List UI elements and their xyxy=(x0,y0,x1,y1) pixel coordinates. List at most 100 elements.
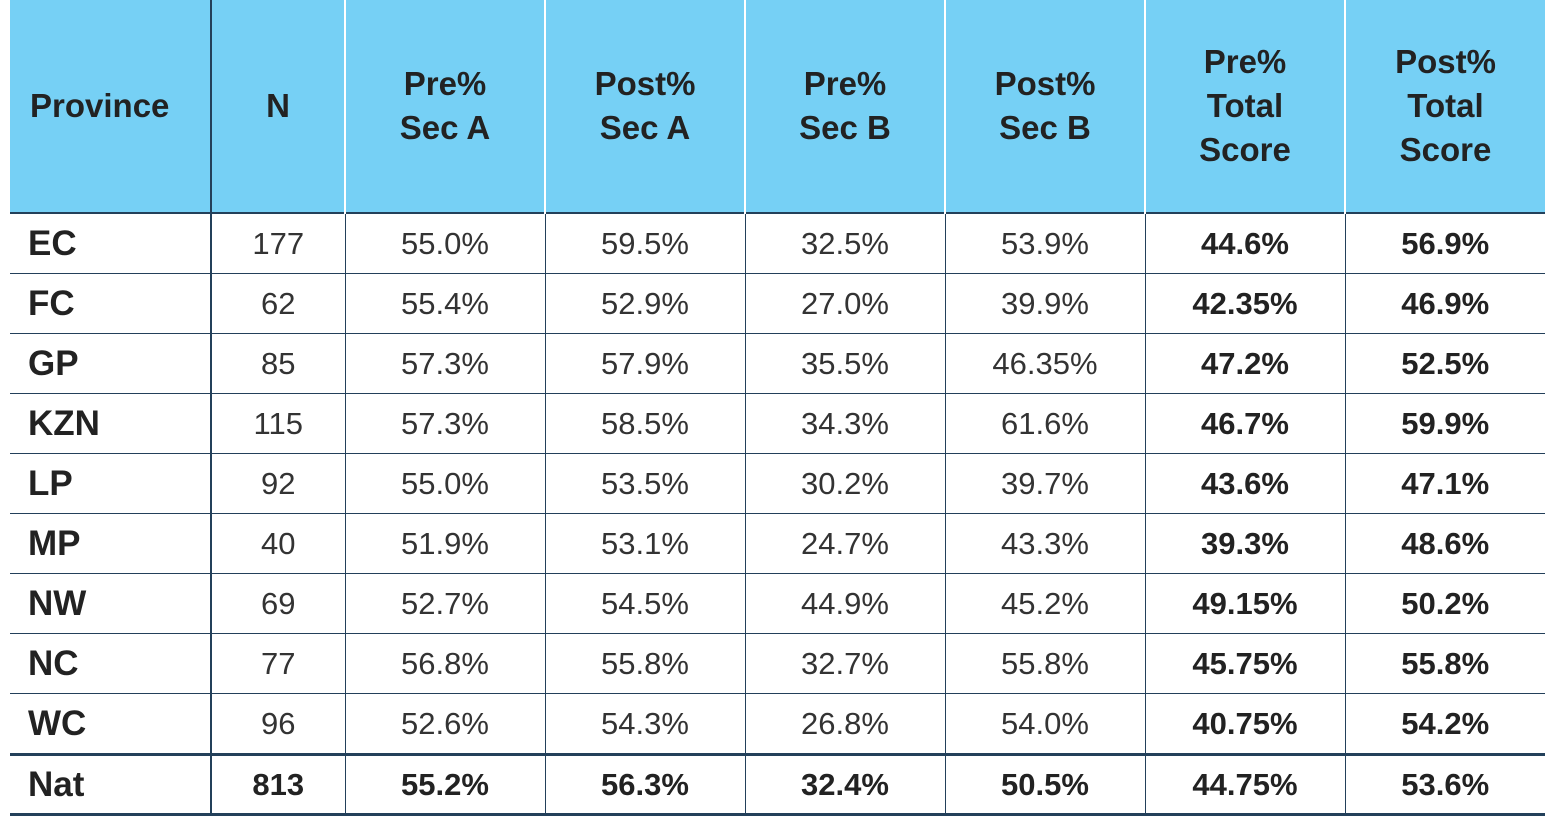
column-header-line: Pre% xyxy=(403,65,487,102)
value-cell: 24.7% xyxy=(744,513,945,574)
value-cell: 56.8% xyxy=(344,633,545,694)
value-cell: 44.6% xyxy=(1144,212,1345,274)
value-cell: 51.9% xyxy=(344,513,545,574)
value-cell: 96 xyxy=(210,693,345,755)
value-cell: 54.0% xyxy=(944,693,1145,755)
header-row: Province N Pre% Sec A Post% Sec A Pre% Sec B Pos… xyxy=(10,0,1545,213)
value-cell: 55.8% xyxy=(944,633,1145,694)
province-cell: NC xyxy=(10,633,211,694)
total-value-cell: 53.6% xyxy=(1344,753,1545,816)
value-cell: 54.2% xyxy=(1344,693,1545,755)
total-label-cell: Nat xyxy=(10,753,211,816)
table-body: EC 177 55.0% 59.5% 32.5% 53.9% 44.6% 56.9% FC 62 5… xyxy=(10,212,1545,816)
value-cell: 55.0% xyxy=(344,453,545,514)
province-cell: WC xyxy=(10,693,211,755)
column-header-province: Province xyxy=(10,0,211,213)
total-value-cell: 32.4% xyxy=(744,753,945,816)
province-scores-table: Province N Pre% Sec A Post% Sec A Pre% Sec B Pos… xyxy=(10,0,1545,816)
total-value-cell: 44.75% xyxy=(1144,753,1345,816)
column-header-post-sec-a: Post% Sec A xyxy=(544,0,745,213)
value-cell: 50.2% xyxy=(1344,573,1545,634)
column-header-line: Post% xyxy=(994,65,1096,102)
total-value-cell: 56.3% xyxy=(544,753,745,816)
value-cell: 54.3% xyxy=(544,693,745,755)
table-row: WC 96 52.6% 54.3% 26.8% 54.0% 40.75% 54.2% xyxy=(10,693,1545,755)
value-cell: 115 xyxy=(210,393,345,454)
column-header-post-sec-b: Post% Sec B xyxy=(944,0,1145,213)
table-row: KZN 115 57.3% 58.5% 34.3% 61.6% 46.7% 59.9% xyxy=(10,393,1545,454)
value-cell: 46.35% xyxy=(944,333,1145,394)
column-header-line: Total xyxy=(1407,87,1484,124)
value-cell: 47.1% xyxy=(1344,453,1545,514)
value-cell: 55.4% xyxy=(344,273,545,334)
value-cell: 45.75% xyxy=(1144,633,1345,694)
value-cell: 57.3% xyxy=(344,393,545,454)
value-cell: 85 xyxy=(210,333,345,394)
value-cell: 39.7% xyxy=(944,453,1145,514)
value-cell: 53.1% xyxy=(544,513,745,574)
value-cell: 30.2% xyxy=(744,453,945,514)
value-cell: 40 xyxy=(210,513,345,574)
value-cell: 52.9% xyxy=(544,273,745,334)
value-cell: 43.6% xyxy=(1144,453,1345,514)
table-row: MP 40 51.9% 53.1% 24.7% 43.3% 39.3% 48.6% xyxy=(10,513,1545,574)
column-header-line: Pre% xyxy=(803,65,887,102)
value-cell: 77 xyxy=(210,633,345,694)
value-cell: 35.5% xyxy=(744,333,945,394)
value-cell: 56.9% xyxy=(1344,212,1545,274)
table-row: LP 92 55.0% 53.5% 30.2% 39.7% 43.6% 47.1% xyxy=(10,453,1545,514)
value-cell: 27.0% xyxy=(744,273,945,334)
value-cell: 55.8% xyxy=(544,633,745,694)
column-header-line: Province xyxy=(30,87,170,124)
value-cell: 52.5% xyxy=(1344,333,1545,394)
value-cell: 57.9% xyxy=(544,333,745,394)
value-cell: 43.3% xyxy=(944,513,1145,574)
value-cell: 45.2% xyxy=(944,573,1145,634)
total-value-cell: 55.2% xyxy=(344,753,545,816)
column-header-line: Score xyxy=(1399,131,1492,168)
value-cell: 59.5% xyxy=(544,212,745,274)
table-header: Province N Pre% Sec A Post% Sec A Pre% Sec B Pos… xyxy=(10,0,1545,213)
value-cell: 58.5% xyxy=(544,393,745,454)
column-header-n: N xyxy=(210,0,345,213)
value-cell: 55.8% xyxy=(1344,633,1545,694)
value-cell: 46.7% xyxy=(1144,393,1345,454)
column-header-line: N xyxy=(266,87,290,124)
column-header-pre-sec-b: Pre% Sec B xyxy=(744,0,945,213)
value-cell: 62 xyxy=(210,273,345,334)
column-header-line: Sec A xyxy=(599,109,691,146)
value-cell: 53.9% xyxy=(944,212,1145,274)
table-row: EC 177 55.0% 59.5% 32.5% 53.9% 44.6% 56.9% xyxy=(10,212,1545,274)
value-cell: 39.9% xyxy=(944,273,1145,334)
value-cell: 54.5% xyxy=(544,573,745,634)
province-cell: EC xyxy=(10,212,211,274)
province-cell: FC xyxy=(10,273,211,334)
column-header-line: Sec A xyxy=(399,109,491,146)
column-header-line: Post% xyxy=(594,65,696,102)
value-cell: 47.2% xyxy=(1144,333,1345,394)
column-header-line: Pre% xyxy=(1203,43,1287,80)
column-header-line: Post% xyxy=(1395,43,1496,80)
value-cell: 52.7% xyxy=(344,573,545,634)
table-row: NW 69 52.7% 54.5% 44.9% 45.2% 49.15% 50.2% xyxy=(10,573,1545,634)
value-cell: 49.15% xyxy=(1144,573,1345,634)
national-total-row: Nat 813 55.2% 56.3% 32.4% 50.5% 44.75% 53.6% xyxy=(10,753,1545,816)
value-cell: 48.6% xyxy=(1344,513,1545,574)
column-header-line: Score xyxy=(1199,131,1291,168)
value-cell: 69 xyxy=(210,573,345,634)
column-header-line: Sec B xyxy=(999,109,1091,146)
province-cell: NW xyxy=(10,573,211,634)
table-row: GP 85 57.3% 57.9% 35.5% 46.35% 47.2% 52.5% xyxy=(10,333,1545,394)
value-cell: 42.35% xyxy=(1144,273,1345,334)
value-cell: 57.3% xyxy=(344,333,545,394)
column-header-line: Total xyxy=(1206,87,1284,124)
province-cell: KZN xyxy=(10,393,211,454)
value-cell: 177 xyxy=(210,212,345,274)
total-value-cell: 813 xyxy=(210,753,345,816)
province-cell: LP xyxy=(10,453,211,514)
value-cell: 26.8% xyxy=(744,693,945,755)
column-header-pre-total-score: Pre% Total Score xyxy=(1144,0,1345,213)
value-cell: 34.3% xyxy=(744,393,945,454)
value-cell: 39.3% xyxy=(1144,513,1345,574)
table-row: NC 77 56.8% 55.8% 32.7% 55.8% 45.75% 55.8% xyxy=(10,633,1545,694)
